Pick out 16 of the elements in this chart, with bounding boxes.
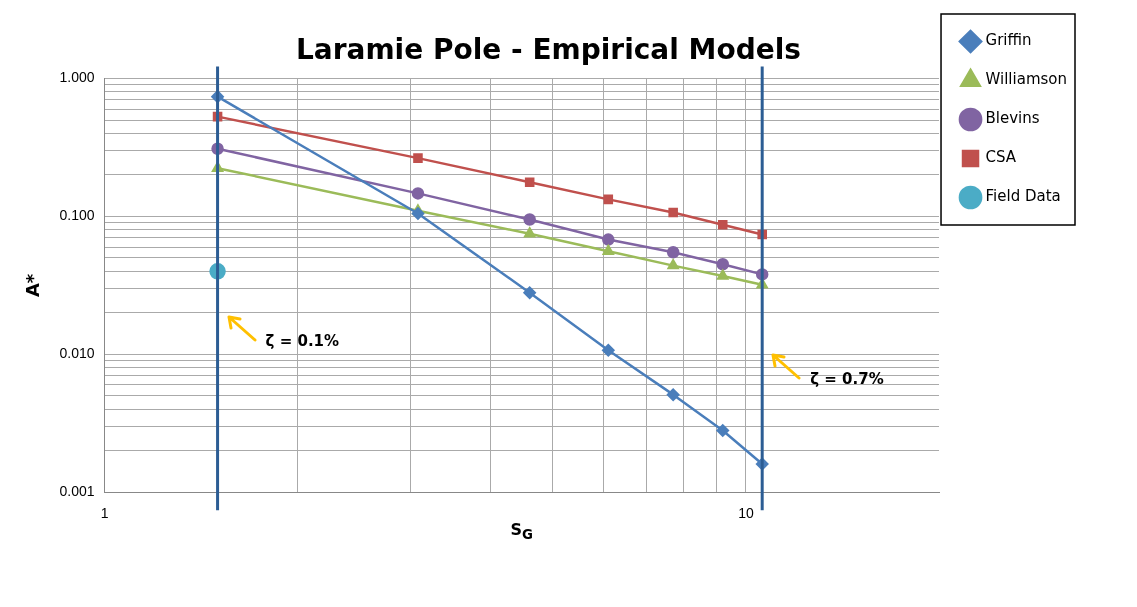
legend-label: Griffin: [985, 31, 1032, 50]
y-tick-label: 0.001: [59, 483, 95, 500]
y-tick-label: 0.100: [59, 207, 95, 224]
annotation: ζ = 0.1%: [265, 332, 340, 351]
y-tick-label: 0.010: [59, 345, 95, 362]
y-tick-label: 1.000: [59, 69, 95, 86]
x-tick-label: 1: [100, 505, 109, 522]
legend-label: Blevins: [985, 109, 1040, 128]
y-axis-title: A*: [22, 273, 44, 298]
annotation: ζ = 0.7%: [810, 369, 884, 388]
legend-label: CSA: [985, 148, 1017, 167]
legend-label: Field Data: [985, 187, 1061, 206]
x-axis-title: S$_{G}$: [510, 520, 534, 543]
x-tick-label: 10: [738, 505, 754, 522]
legend-label: Williamson: [985, 70, 1068, 89]
chart-title: Laramie Pole - Empirical Models: [296, 33, 801, 67]
